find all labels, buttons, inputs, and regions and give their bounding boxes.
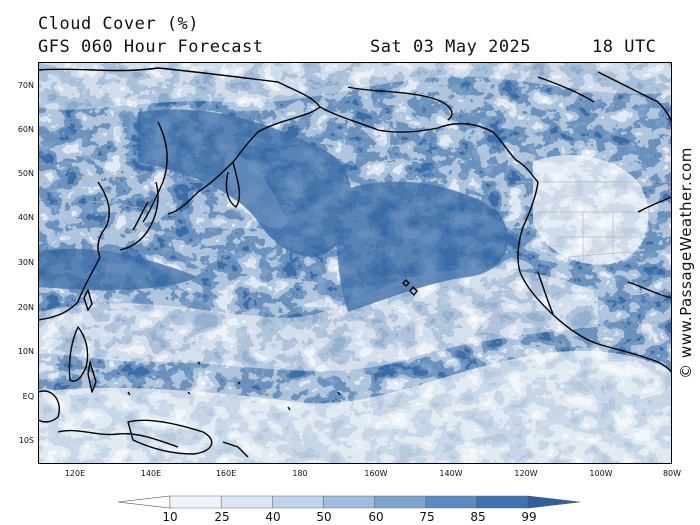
forecast-time: 18 UTC (592, 37, 657, 57)
legend-label: 85 (470, 510, 486, 524)
site-credit: © www.PassageWeather.com (676, 62, 696, 464)
lon-label: 120W (514, 469, 538, 478)
lon-label: 160E (215, 469, 237, 478)
lon-label: 160W (364, 469, 388, 478)
cloud-cover-map (38, 62, 672, 464)
deep-cloud-bands (38, 109, 508, 312)
legend-label: 60 (368, 510, 384, 524)
lat-label: 20N (17, 303, 34, 312)
lat-label: 60N (17, 125, 34, 134)
lon-label: 140E (140, 469, 162, 478)
legend-cell (476, 495, 529, 509)
legend-cell (374, 495, 426, 509)
forecast-date: Sat 03 May 2025 (370, 37, 532, 57)
political-borders (77, 82, 672, 263)
legend-cell (220, 495, 273, 509)
legend-label: 40 (265, 510, 281, 524)
legend-label: 99 (521, 510, 537, 524)
legend-arrow-low (118, 495, 171, 509)
map-title: Cloud Cover (%) (38, 14, 200, 34)
legend-label: 10 (162, 510, 178, 524)
lat-label: 10S (18, 436, 34, 445)
credit-text: © www.PassageWeather.com (677, 147, 695, 379)
legend-cell (272, 495, 324, 509)
lon-label: 180 (292, 469, 308, 478)
coastlines (38, 67, 672, 458)
legend-colorbar (118, 495, 580, 509)
legend-cell (169, 495, 222, 509)
lon-label: 100W (589, 469, 613, 478)
legend-arrow-high (527, 495, 580, 509)
lat-label: 50N (17, 169, 34, 178)
legend-label: 25 (214, 510, 230, 524)
lat-label: 10N (17, 347, 34, 356)
legend-cell (323, 495, 375, 509)
lon-label: 140W (439, 469, 463, 478)
lat-label: 40N (17, 213, 34, 222)
legend-label: 50 (316, 510, 332, 524)
legend-cell (425, 495, 478, 509)
lat-label: 70N (17, 81, 34, 90)
forecast-label: GFS 060 Hour Forecast (38, 37, 264, 57)
lat-label: 30N (17, 258, 34, 267)
lon-label: 120E (64, 469, 86, 478)
legend-label: 75 (419, 510, 435, 524)
lon-label: 80W (662, 469, 682, 478)
map-frame (38, 62, 672, 464)
lat-label: EQ (22, 392, 34, 401)
